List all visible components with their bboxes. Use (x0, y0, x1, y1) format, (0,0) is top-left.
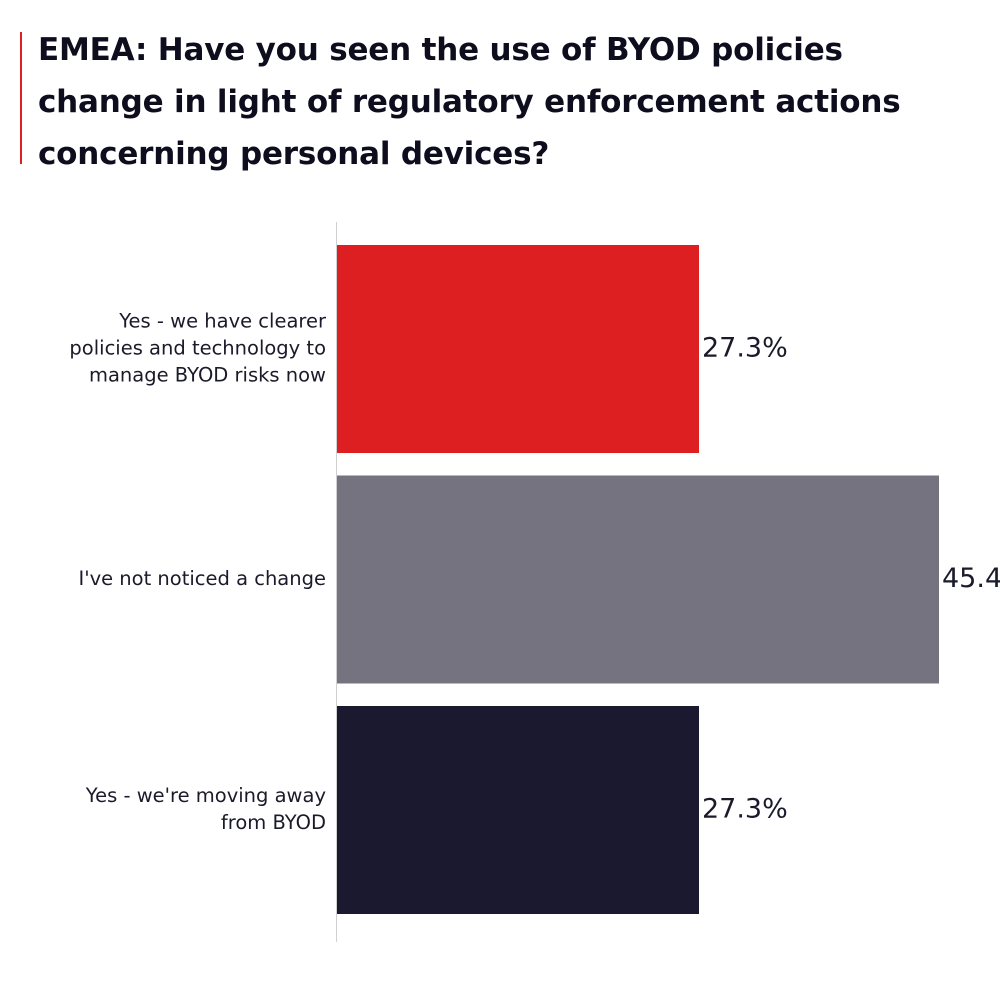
title-accent-bar (20, 32, 22, 164)
category-label-1: Yes - we have clearer policies and techno… (69, 310, 327, 387)
category-label-line: Yes - we're moving away (85, 784, 326, 807)
bar-1 (337, 245, 699, 453)
category-label-line: from BYOD (221, 811, 326, 834)
category-label-line: manage BYOD risks now (89, 364, 326, 387)
category-label-line: policies and technology to (69, 337, 326, 360)
category-label-line: I've not noticed a change (78, 567, 326, 590)
category-label-line: Yes - we have clearer (118, 310, 327, 333)
value-label-1: 27.3% (702, 333, 788, 364)
value-label-3: 27.3% (702, 794, 788, 825)
category-label-3: Yes - we're moving away from BYOD (85, 784, 326, 834)
category-label-2: I've not noticed a change (78, 567, 326, 590)
value-label-2: 45.4% (942, 563, 1000, 594)
bar-3 (337, 706, 699, 914)
chart-title: EMEA: Have you seen the use of BYOD poli… (38, 32, 901, 172)
bar-2 (337, 475, 940, 684)
